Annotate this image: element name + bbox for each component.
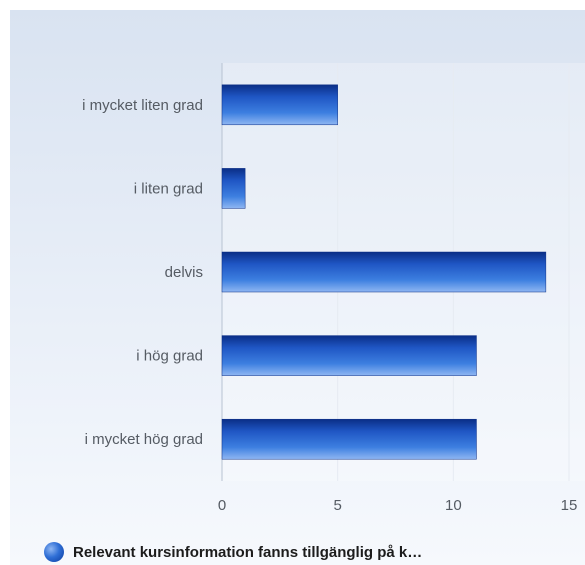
x-tick-label: 5 — [333, 497, 341, 514]
bars — [221, 84, 547, 460]
category-label: i hög grad — [136, 348, 203, 365]
bar — [221, 168, 246, 209]
x-tick-label: 15 — [561, 497, 578, 514]
category-label: delvis — [165, 264, 203, 281]
bar — [221, 335, 477, 376]
category-label: i liten grad — [134, 180, 203, 197]
legend-marker-icon — [44, 542, 64, 562]
x-tick-labels: 0 5 10 15 — [218, 497, 578, 514]
legend-label: Relevant kursinformation fanns tillgängl… — [73, 543, 423, 561]
bar — [221, 251, 547, 293]
bar — [221, 84, 338, 126]
category-label: i mycket hög grad — [85, 431, 203, 448]
x-tick-label: 10 — [445, 497, 462, 514]
category-label: i mycket liten grad — [82, 97, 203, 114]
legend: Relevant kursinformation fanns tillgängl… — [44, 540, 422, 564]
x-tick-label: 0 — [218, 497, 226, 514]
category-labels: i mycket liten grad i liten grad delvis i h… — [82, 97, 203, 448]
bar — [221, 418, 477, 460]
